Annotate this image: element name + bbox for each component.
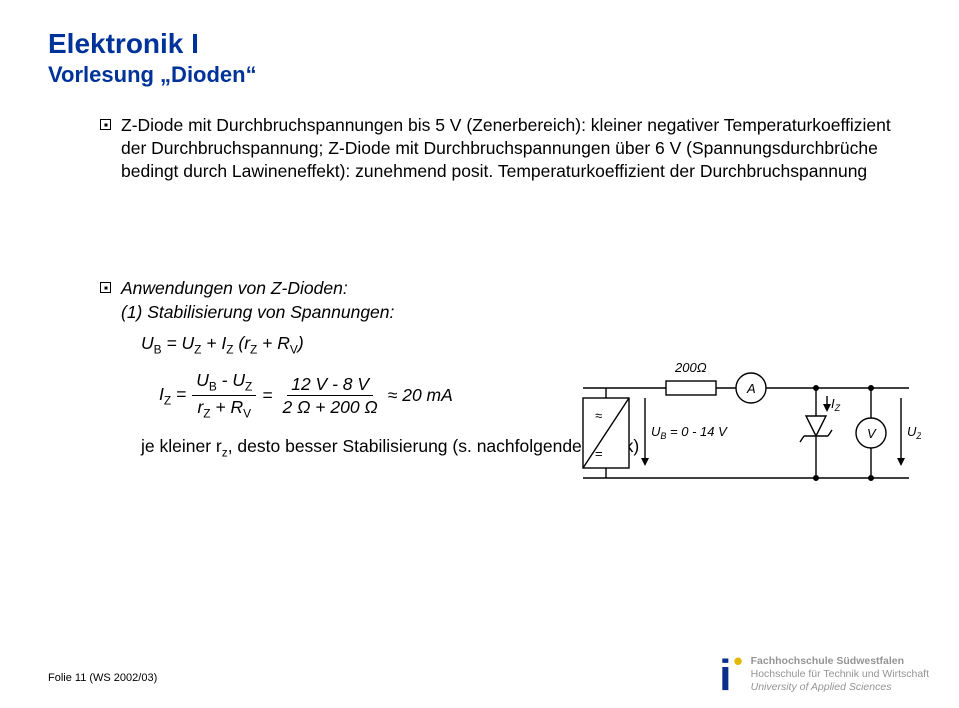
formula-text: UB = UZ + IZ (rZ + RV) bbox=[141, 333, 304, 357]
course-title: Elektronik I bbox=[48, 28, 911, 60]
ammeter-label: A bbox=[746, 381, 756, 396]
svg-text:UZ = 8 V: UZ = 8 V bbox=[907, 424, 921, 441]
bullet-icon bbox=[100, 119, 111, 130]
circuit-diagram: ≈ = bbox=[571, 358, 921, 508]
slide: Elektronik I Vorlesung „Dioden“ Z-Diode … bbox=[0, 0, 959, 708]
logo-mark-icon: i• bbox=[719, 665, 740, 694]
bullet-icon bbox=[100, 282, 111, 293]
fraction-1: UB - UZ rZ + RV bbox=[192, 370, 256, 421]
institution-logo: i• Fachhochschule Südwestfalen Hochschul… bbox=[719, 655, 929, 694]
logo-text: Fachhochschule Südwestfalen Hochschule f… bbox=[751, 655, 929, 694]
svg-text:UB = 0 - 14 V: UB = 0 - 14 V bbox=[651, 424, 728, 441]
bullet-1: Z-Diode mit Durchbruchspannungen bis 5 V… bbox=[100, 114, 911, 183]
formula-ub: UB = UZ + IZ (rZ + RV) bbox=[141, 333, 639, 357]
formula-text: IZ = bbox=[159, 384, 186, 408]
formula-eq: = bbox=[262, 385, 272, 406]
formula-result: ≈ 20 mA bbox=[388, 385, 453, 406]
voltmeter-label: V bbox=[867, 426, 877, 441]
lecture-subtitle: Vorlesung „Dioden“ bbox=[48, 62, 911, 88]
svg-text:=: = bbox=[595, 446, 603, 461]
svg-text:IZ: IZ bbox=[831, 396, 841, 413]
fraction-2: 12 V - 8 V 2 Ω + 200 Ω bbox=[279, 374, 382, 417]
formula-iz: IZ = UB - UZ rZ + RV = 12 V - 8 V 2 Ω + … bbox=[159, 370, 639, 421]
bullet-1-text: Z-Diode mit Durchbruchspannungen bis 5 V… bbox=[121, 114, 911, 183]
note-text: je kleiner rz, desto besser Stabilisieru… bbox=[141, 436, 639, 460]
application-1-label: (1) Stabilisierung von Spannungen: bbox=[121, 301, 639, 325]
resistor-label: 200Ω bbox=[674, 360, 707, 375]
slide-footer: Folie 11 (WS 2002/03) bbox=[48, 672, 157, 684]
svg-text:≈: ≈ bbox=[595, 408, 602, 423]
applications-heading: Anwendungen von Z-Dioden: bbox=[121, 277, 639, 301]
